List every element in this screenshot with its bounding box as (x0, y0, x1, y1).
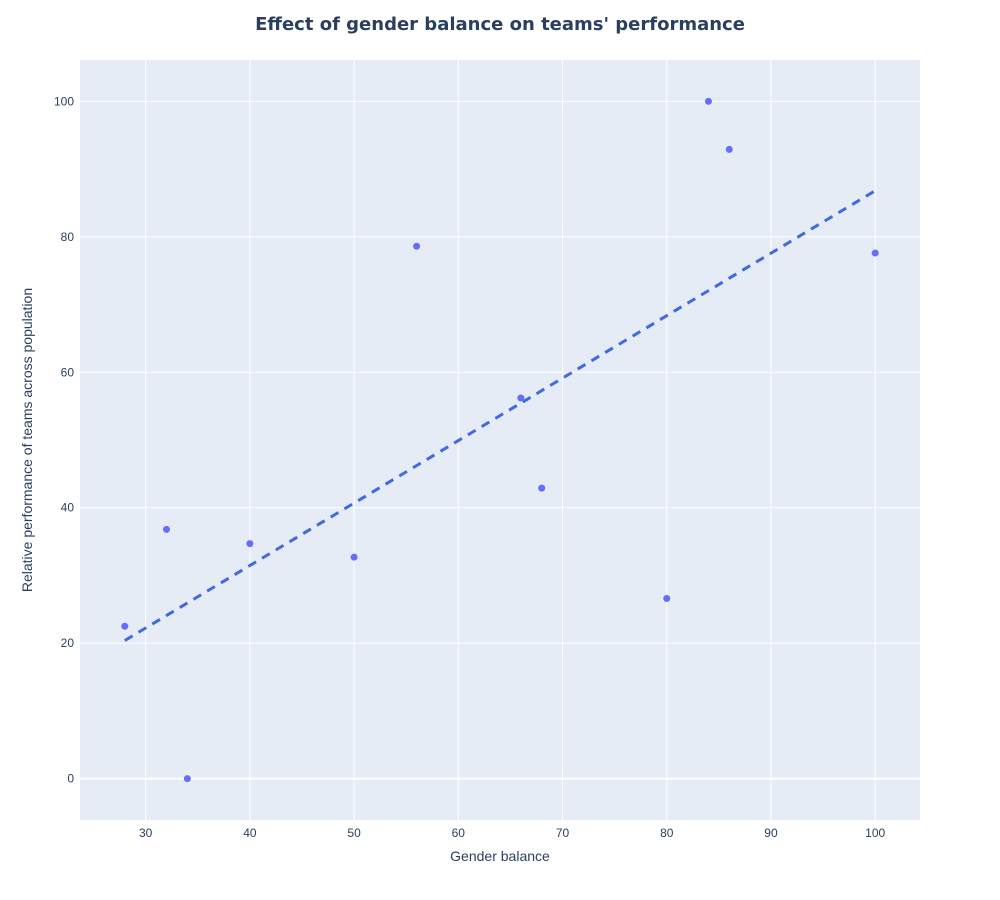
y-tick-label: 40 (61, 501, 75, 515)
data-point (350, 553, 358, 561)
trend-layer (124, 189, 876, 642)
data-point (121, 622, 129, 630)
data-point (413, 242, 421, 250)
x-tick-label: 80 (660, 826, 674, 840)
y-tick-label: 100 (54, 94, 74, 108)
data-point (871, 249, 879, 257)
data-points (121, 97, 879, 783)
x-tick-label: 90 (764, 826, 778, 840)
x-axis-title: Gender balance (450, 848, 550, 864)
chart-title: Effect of gender balance on teams' perfo… (255, 14, 745, 35)
x-tick-label: 70 (556, 826, 570, 840)
plot-area (80, 60, 920, 820)
data-point (517, 394, 525, 402)
x-tick-label: 40 (243, 826, 257, 840)
y-tick-label: 20 (61, 636, 75, 650)
data-point (246, 540, 254, 548)
x-tick-label: 30 (139, 826, 153, 840)
data-point (163, 525, 171, 533)
y-tick-labels: 0 20 40 60 80 100 (54, 94, 74, 785)
x-tick-label: 100 (865, 826, 885, 840)
x-tick-label: 60 (452, 826, 466, 840)
grid-layer (80, 60, 920, 820)
data-point (704, 97, 712, 105)
x-tick-label: 50 (347, 826, 361, 840)
y-tick-label: 80 (61, 230, 75, 244)
trend-line (124, 189, 876, 642)
y-axis-title: Relative performance of teams across pop… (19, 288, 35, 592)
y-tick-label: 60 (61, 365, 75, 379)
y-tick-label: 0 (67, 772, 74, 786)
x-tick-labels: 30 40 50 60 70 80 90 100 (139, 826, 886, 840)
data-point (663, 595, 671, 603)
data-point (538, 484, 546, 492)
data-point (183, 775, 191, 783)
data-point (725, 145, 733, 153)
